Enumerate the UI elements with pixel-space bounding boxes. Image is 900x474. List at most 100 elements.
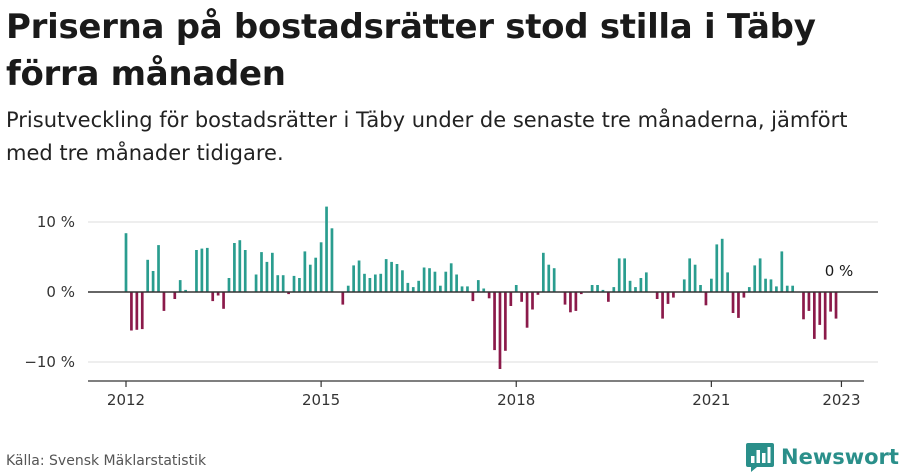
bar — [509, 292, 513, 306]
x-tick-label: 2021 — [692, 391, 730, 409]
bar — [531, 292, 534, 310]
bar — [672, 292, 675, 298]
bar — [303, 251, 307, 292]
x-tick-label: 2012 — [107, 391, 145, 409]
bar — [498, 292, 502, 369]
source-note: Källa: Svensk Mäklarstatistik — [6, 453, 207, 469]
bar — [471, 292, 475, 302]
bar — [373, 274, 377, 292]
bar — [764, 278, 767, 292]
bar — [758, 258, 762, 292]
bar — [222, 292, 225, 309]
bar — [270, 252, 274, 292]
bar — [227, 278, 231, 292]
bar — [287, 292, 290, 295]
bar — [780, 251, 784, 292]
bar — [747, 287, 751, 292]
bar — [130, 292, 133, 331]
bar — [601, 289, 605, 292]
bar — [417, 280, 421, 292]
x-tick-label: 2015 — [302, 391, 340, 409]
bar — [357, 260, 361, 292]
bar — [411, 287, 415, 292]
bar — [151, 271, 155, 292]
bar — [520, 292, 524, 302]
bar — [265, 261, 269, 292]
bars-layer — [124, 206, 838, 369]
bar — [769, 279, 773, 292]
bar — [504, 292, 507, 351]
bar — [655, 292, 659, 299]
bar — [612, 287, 616, 292]
grid-layer — [88, 221, 878, 363]
bar — [829, 292, 832, 312]
bar — [319, 242, 323, 292]
bar — [352, 265, 355, 292]
bar — [292, 275, 296, 292]
bar — [200, 248, 204, 292]
brand-name: Newsworthy — [781, 445, 900, 469]
bar — [726, 272, 729, 292]
bar — [547, 264, 551, 292]
bar — [693, 264, 697, 292]
bar — [124, 233, 128, 292]
bar — [482, 288, 486, 292]
bar — [243, 250, 247, 292]
bar — [395, 264, 399, 292]
chart-subtitle: Prisutveckling för bostadsrätter i Täby … — [6, 108, 848, 165]
bar — [211, 292, 215, 302]
bar — [205, 247, 209, 292]
bar — [623, 258, 626, 292]
brand-logo[interactable]: Newsworthy — [745, 440, 900, 474]
bar — [812, 292, 816, 339]
bar — [541, 252, 545, 292]
bar — [720, 238, 724, 292]
bar — [466, 286, 469, 292]
bar — [298, 278, 301, 292]
bar — [401, 270, 404, 292]
bar — [823, 292, 827, 340]
bar — [368, 278, 372, 292]
bar — [260, 252, 263, 292]
bar — [574, 292, 578, 311]
bar — [710, 278, 713, 292]
bar — [731, 292, 735, 313]
bar — [346, 285, 350, 292]
label-layer: 10 % 0 % −10 % 2012 2015 2018 2021 2023 0 % — [24, 213, 860, 409]
y-tick-label: −10 % — [24, 353, 75, 371]
bar-chart-logo-icon — [746, 443, 774, 472]
y-tick-label: 10 % — [37, 213, 75, 231]
bar — [628, 280, 632, 292]
bar — [449, 263, 453, 292]
bar — [162, 292, 166, 311]
bar — [634, 287, 637, 292]
bar — [699, 285, 702, 292]
bar — [753, 265, 757, 292]
bar — [238, 240, 242, 292]
bar — [233, 243, 236, 292]
bar — [195, 250, 198, 292]
bar — [379, 273, 383, 292]
bar — [791, 285, 795, 292]
bar — [476, 280, 480, 292]
bar — [742, 292, 746, 298]
x-tick-label: 2023 — [822, 391, 860, 409]
bar — [737, 292, 740, 318]
chart-title: Priserna på bostadsrätter stod stilla i … — [6, 7, 816, 94]
bar — [661, 292, 664, 319]
bar — [173, 292, 177, 299]
bar — [579, 292, 583, 295]
bar — [157, 245, 160, 292]
axis-layer — [88, 291, 878, 387]
bar — [433, 271, 437, 292]
bar — [834, 292, 838, 319]
bar — [254, 274, 258, 292]
bar — [802, 292, 805, 320]
bar — [596, 285, 599, 292]
bar — [330, 228, 334, 292]
bar — [493, 292, 496, 351]
bar — [314, 257, 318, 292]
bar — [569, 292, 572, 313]
bar — [341, 292, 345, 305]
bar — [818, 292, 822, 325]
